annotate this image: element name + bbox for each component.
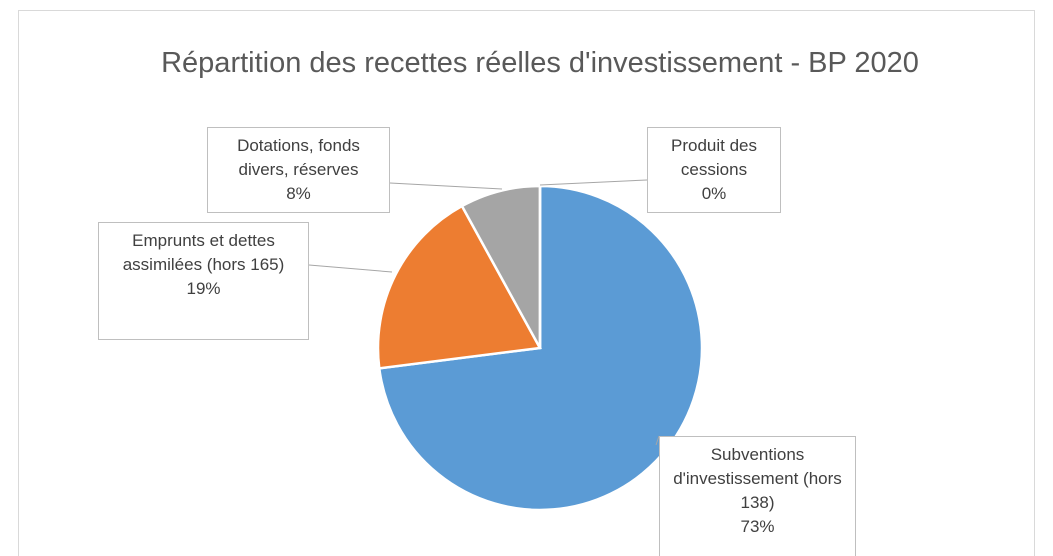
leader-line xyxy=(539,179,648,186)
value-label: 19% xyxy=(186,279,221,298)
category-label: Emprunts et dettes assimilées (hors 165) xyxy=(122,231,285,274)
data-label: Dotations, fonds divers, réserves 8% xyxy=(207,127,390,213)
chart-title: Répartition des recettes réelles d'inves… xyxy=(161,47,919,79)
value-label: 73% xyxy=(740,517,775,536)
category-label: Dotations, fonds divers, réserves xyxy=(237,136,360,179)
value-label: 8% xyxy=(286,184,311,203)
data-label: Emprunts et dettes assimilées (hors 165)… xyxy=(98,222,309,340)
leader-line xyxy=(389,182,503,190)
pie-slice xyxy=(376,204,542,370)
value-label: 0% xyxy=(701,184,727,203)
data-label: Produit des cessions 0% xyxy=(647,127,781,213)
leader-line xyxy=(655,435,660,446)
leader-line xyxy=(308,264,393,273)
data-label: Subventions d'investissement (hors 138) 7… xyxy=(659,436,856,556)
category-label: Subventions d'investissement (hors 138) xyxy=(673,445,842,512)
category-label: Produit des cessions xyxy=(671,136,757,179)
